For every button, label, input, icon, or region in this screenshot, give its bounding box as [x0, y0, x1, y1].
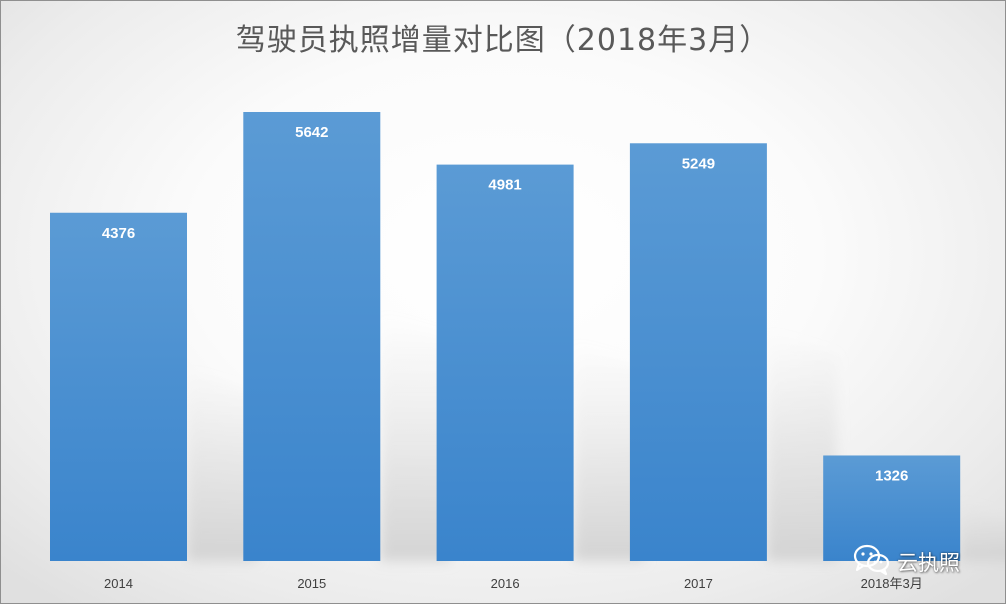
watermark: 云执照 [853, 544, 960, 581]
bar-shadow [573, 342, 644, 561]
bar-shadow [380, 314, 451, 561]
x-tick-label: 2015 [297, 576, 326, 591]
bar-data-label: 1326 [875, 467, 908, 484]
bars [50, 112, 961, 562]
bar [243, 112, 381, 561]
bar [436, 164, 574, 561]
bar [50, 212, 187, 562]
bar-data-label: 4376 [102, 225, 135, 242]
bar-data-labels: 4376 5642 4981 5249 1326 [102, 124, 909, 484]
x-tick-label: 2014 [104, 576, 133, 591]
bar-shadow [187, 369, 257, 561]
bar-data-label: 5249 [682, 155, 715, 172]
bar-shadow [766, 331, 837, 561]
x-tick-label: 2017 [684, 576, 713, 591]
bar-shadows [187, 314, 1005, 561]
bar-data-label: 4981 [488, 177, 521, 194]
chart-title: 驾驶员执照增量对比图（2018年3月） [235, 23, 771, 58]
watermark-text: 云执照 [897, 551, 960, 575]
x-tick-label: 2016 [491, 576, 520, 591]
bar [823, 455, 961, 561]
x-tick-label: 2018年3月 [861, 576, 923, 591]
wechat-icon [853, 544, 891, 581]
bar [629, 143, 767, 561]
bar-data-label: 5642 [295, 124, 328, 141]
x-axis-ticks: 2014 2015 2016 2017 2018年3月 [104, 576, 923, 591]
bar-shadow [960, 502, 1005, 561]
